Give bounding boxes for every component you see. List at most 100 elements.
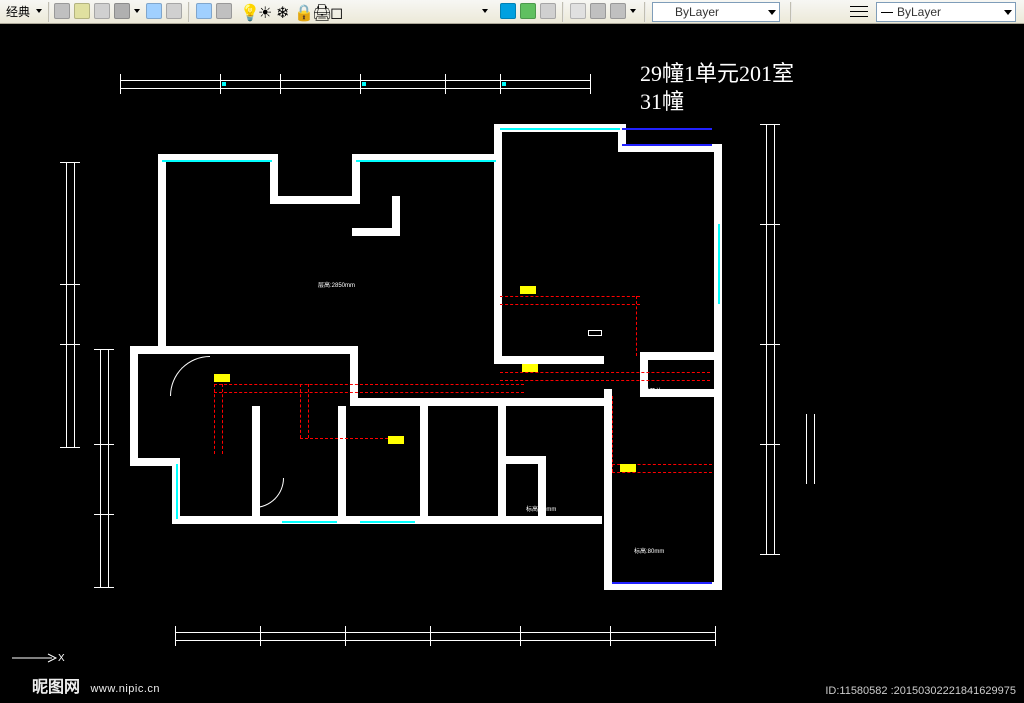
dim-tick: [94, 587, 114, 588]
watermark-brand: 昵图网: [32, 679, 80, 696]
dim-bot-b: [175, 640, 715, 641]
toolbar-sep: [644, 2, 646, 22]
small-label-3: 1联开关: [640, 386, 661, 395]
dim-tick: [60, 162, 80, 163]
circuit: [300, 384, 301, 438]
blue-line: [622, 128, 712, 130]
layer-tool-1[interactable]: [500, 3, 516, 19]
small-label-1: 标高:80mm: [526, 504, 556, 513]
dim-tick: [345, 626, 346, 646]
switch: [520, 286, 536, 294]
dim-tick: [280, 74, 281, 94]
dim-tick: [430, 626, 431, 646]
wall: [494, 154, 502, 364]
circuit: [500, 380, 710, 381]
dim-left2-b: [108, 349, 109, 587]
linetype-sample: [881, 12, 893, 13]
layers-icon[interactable]: [196, 3, 212, 19]
dim-tick: [60, 284, 80, 285]
layer-panels-icon-2[interactable]: [590, 3, 606, 19]
dim-left-a: [66, 162, 67, 447]
dim-top-a: [120, 80, 590, 81]
dim-tick: [260, 626, 261, 646]
wall: [350, 346, 358, 406]
color-combo-2[interactable]: ByLayer: [876, 2, 1016, 22]
wall: [640, 352, 722, 360]
dim-tick: [760, 224, 780, 225]
panels-drop[interactable]: [628, 4, 638, 18]
dim-left-b: [74, 162, 75, 447]
wall: [714, 362, 722, 392]
layer-panels-icon-3[interactable]: [610, 3, 626, 19]
color-combo-2-text: ByLayer: [897, 5, 941, 19]
dim-tick: [715, 626, 716, 646]
style-label: 经典: [6, 3, 30, 20]
room-height-label: 层高:2850mm: [318, 280, 355, 289]
dim-right2-a: [806, 414, 807, 484]
dim-left2-a: [100, 349, 101, 587]
wall: [350, 398, 610, 406]
dim-tick: [94, 444, 114, 445]
wall: [494, 356, 604, 364]
dim-tick: [500, 74, 501, 94]
dim-tick: [94, 514, 114, 515]
layer-panels-icon-1[interactable]: [570, 3, 586, 19]
window: [162, 160, 272, 162]
circuit: [222, 384, 223, 454]
dim-top-b: [120, 88, 590, 89]
circuit: [636, 296, 637, 356]
dim-bot-a: [175, 632, 715, 633]
layer-tool-3[interactable]: [540, 3, 556, 19]
door-arc: [254, 478, 284, 508]
cad-canvas[interactable]: 29幢1单元201室 31幢: [0, 24, 1024, 703]
circuit: [300, 438, 398, 439]
window: [282, 521, 337, 523]
layer-combo-drop[interactable]: [480, 4, 490, 18]
watermark-url: www.nipic.cn: [90, 683, 160, 695]
dim-right-a: [766, 124, 767, 554]
circuit: [214, 384, 215, 454]
tool-icon-5[interactable]: [146, 3, 162, 19]
tool-icon-2[interactable]: [74, 3, 90, 19]
circuit: [612, 396, 613, 472]
color-combo-1-text: ByLayer: [675, 5, 719, 19]
wall: [538, 456, 546, 524]
dim-tick: [590, 74, 591, 94]
tool-icon-1[interactable]: [54, 3, 70, 19]
circuit: [500, 296, 640, 297]
wall: [270, 196, 360, 204]
tool-drop-4[interactable]: [132, 4, 142, 18]
wall: [604, 389, 612, 589]
toolbar: 经典 💡 ☀ ❄ 🔒 🖨 ◻ ByLayer ByLayer: [0, 0, 1024, 24]
tool-icon-3[interactable]: [94, 3, 110, 19]
outlet-symbol: [588, 330, 602, 336]
layer-tool-2[interactable]: [520, 3, 536, 19]
footer-id: ID:11580582 :20150302221841629975: [825, 685, 1016, 697]
circuit: [214, 392, 524, 393]
dim-tick: [60, 447, 80, 448]
circuit: [308, 384, 309, 438]
wall: [420, 406, 428, 524]
dim-tick: [60, 344, 80, 345]
wall: [338, 406, 346, 524]
door-arc: [170, 356, 210, 396]
toolbar-sep: [188, 2, 190, 22]
wall: [158, 154, 166, 354]
tool-icon-4[interactable]: [114, 3, 130, 19]
dim-tick: [520, 626, 521, 646]
switch: [214, 374, 230, 382]
linetype-icon[interactable]: [850, 3, 868, 19]
wall: [158, 346, 358, 354]
window: [356, 160, 496, 162]
tool-icon-6[interactable]: [166, 3, 182, 19]
dim-tick: [94, 349, 114, 350]
cyan-mark: [222, 82, 226, 86]
color-combo-1[interactable]: ByLayer: [652, 2, 780, 22]
style-dropdown[interactable]: [34, 4, 44, 18]
blue-line: [612, 582, 712, 584]
circuit: [214, 384, 524, 385]
dim-tick: [445, 74, 446, 94]
layers-icon-2[interactable]: [216, 3, 232, 19]
switch: [620, 464, 636, 472]
dim-tick: [610, 626, 611, 646]
